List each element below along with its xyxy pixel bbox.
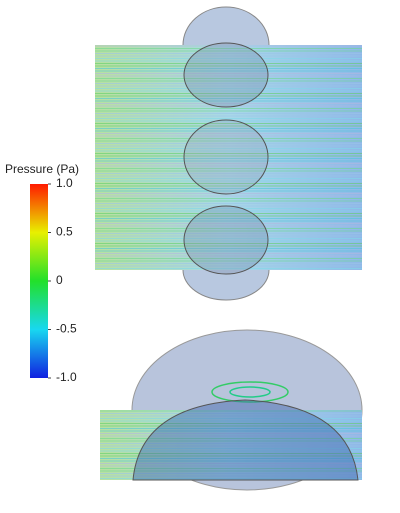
colorbar-title: Pressure (Pa) [5,162,79,176]
cavity [183,42,269,108]
cavity [183,205,269,275]
colorbar-tick-label: -0.5 [56,322,77,336]
vortex [211,381,289,403]
channel [95,45,362,270]
colorbar: Pressure (Pa) 1.0 0.5 0 -0.5 -1.0 [5,162,79,384]
cavity [183,119,269,195]
top-view [95,6,362,301]
side-view [100,329,363,491]
colorbar-tick-label: -1.0 [56,370,77,384]
colorbar-tick-label: 0 [56,273,63,287]
vortex [229,386,271,398]
colorbar-scale [30,184,48,378]
cavity [132,399,359,481]
colorbar-tick-label: 0.5 [56,225,73,239]
colorbar-tick-label: 1.0 [56,176,73,190]
